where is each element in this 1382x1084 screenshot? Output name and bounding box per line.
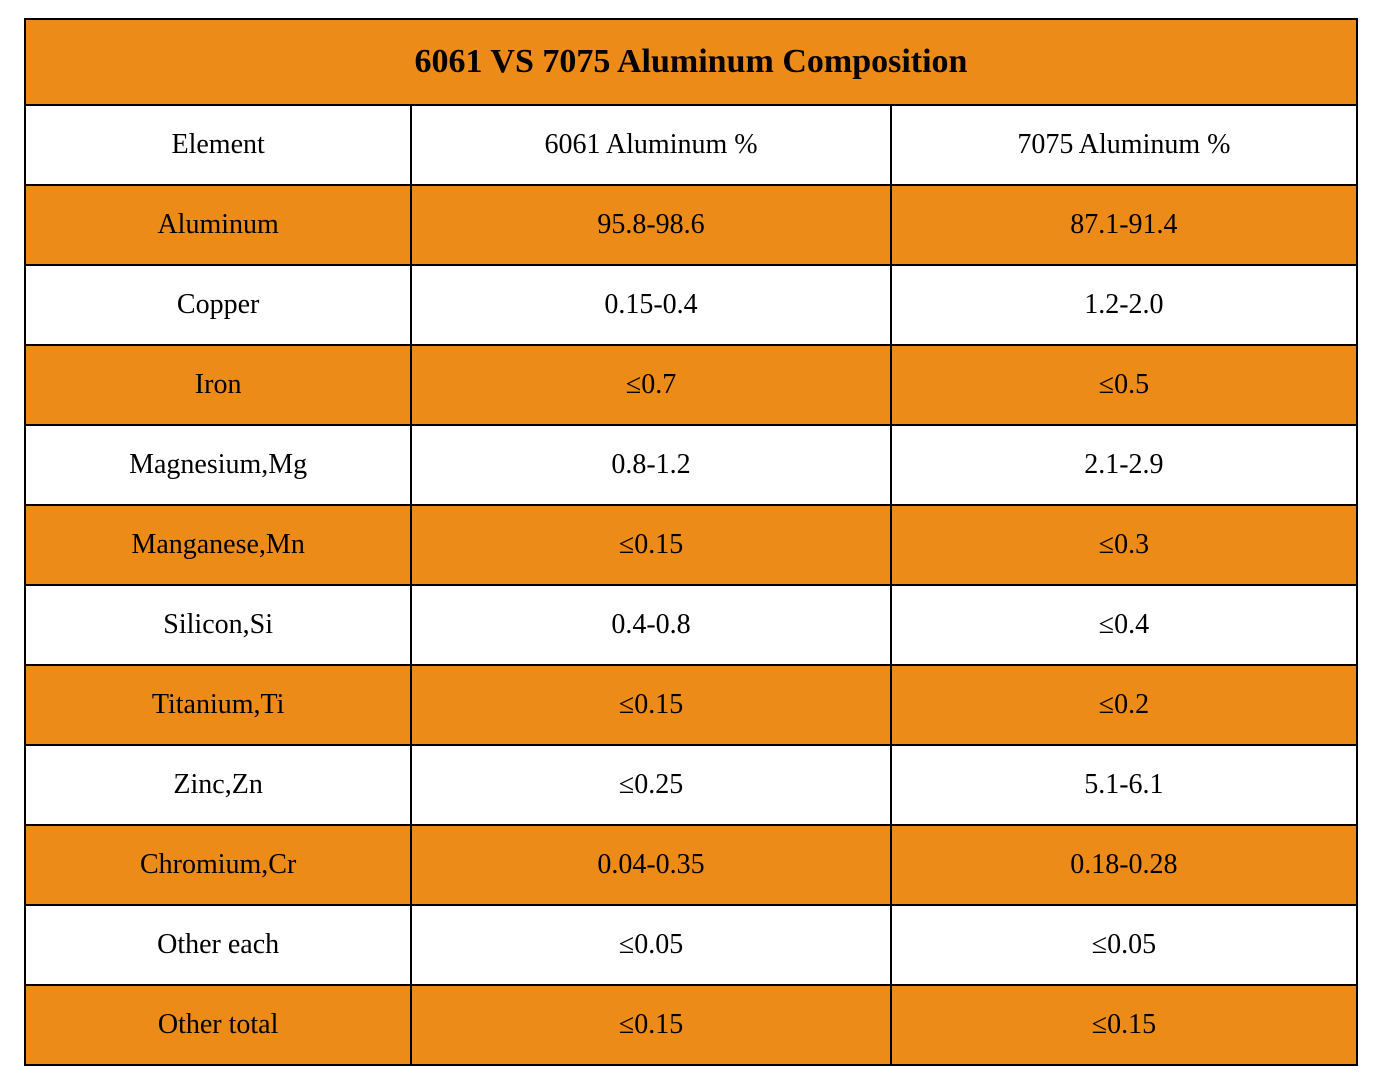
cell-element: Other each xyxy=(25,905,411,985)
cell-element: Chromium,Cr xyxy=(25,825,411,905)
cell-element: Magnesium,Mg xyxy=(25,425,411,505)
table-row: Magnesium,Mg 0.8-1.2 2.1-2.9 xyxy=(25,425,1357,505)
table-row: Iron ≤0.7 ≤0.5 xyxy=(25,345,1357,425)
table-row: Chromium,Cr 0.04-0.35 0.18-0.28 xyxy=(25,825,1357,905)
cell-element: Aluminum xyxy=(25,185,411,265)
cell-7075: ≤0.2 xyxy=(891,665,1357,745)
cell-7075: 0.18-0.28 xyxy=(891,825,1357,905)
cell-7075: ≤0.3 xyxy=(891,505,1357,585)
table-row: Titanium,Ti ≤0.15 ≤0.2 xyxy=(25,665,1357,745)
cell-6061: 0.4-0.8 xyxy=(411,585,891,665)
cell-7075: 1.2-2.0 xyxy=(891,265,1357,345)
cell-6061: 0.15-0.4 xyxy=(411,265,891,345)
cell-6061: 95.8-98.6 xyxy=(411,185,891,265)
cell-6061: ≤0.15 xyxy=(411,505,891,585)
table-row: Aluminum 95.8-98.6 87.1-91.4 xyxy=(25,185,1357,265)
table-wrapper: 6061 VS 7075 Aluminum Composition Elemen… xyxy=(0,0,1382,1084)
cell-6061: ≤0.7 xyxy=(411,345,891,425)
col-header-6061: 6061 Aluminum % xyxy=(411,105,891,185)
cell-element: Manganese,Mn xyxy=(25,505,411,585)
cell-7075: 87.1-91.4 xyxy=(891,185,1357,265)
table-row: Manganese,Mn ≤0.15 ≤0.3 xyxy=(25,505,1357,585)
table-row: Other each ≤0.05 ≤0.05 xyxy=(25,905,1357,985)
col-header-7075: 7075 Aluminum % xyxy=(891,105,1357,185)
cell-element: Titanium,Ti xyxy=(25,665,411,745)
cell-element: Iron xyxy=(25,345,411,425)
table-row: Silicon,Si 0.4-0.8 ≤0.4 xyxy=(25,585,1357,665)
col-header-element: Element xyxy=(25,105,411,185)
cell-6061: ≤0.15 xyxy=(411,985,891,1065)
table-row: Other total ≤0.15 ≤0.15 xyxy=(25,985,1357,1065)
table-row: Copper 0.15-0.4 1.2-2.0 xyxy=(25,265,1357,345)
table-title: 6061 VS 7075 Aluminum Composition xyxy=(25,19,1357,105)
table-header-row: Element 6061 Aluminum % 7075 Aluminum % xyxy=(25,105,1357,185)
cell-6061: 0.8-1.2 xyxy=(411,425,891,505)
cell-6061: 0.04-0.35 xyxy=(411,825,891,905)
composition-table: 6061 VS 7075 Aluminum Composition Elemen… xyxy=(24,18,1358,1066)
cell-7075: 5.1-6.1 xyxy=(891,745,1357,825)
cell-6061: ≤0.15 xyxy=(411,665,891,745)
cell-7075: ≤0.5 xyxy=(891,345,1357,425)
cell-6061: ≤0.05 xyxy=(411,905,891,985)
table-row: Zinc,Zn ≤0.25 5.1-6.1 xyxy=(25,745,1357,825)
cell-6061: ≤0.25 xyxy=(411,745,891,825)
cell-7075: ≤0.15 xyxy=(891,985,1357,1065)
cell-element: Silicon,Si xyxy=(25,585,411,665)
cell-7075: 2.1-2.9 xyxy=(891,425,1357,505)
cell-element: Copper xyxy=(25,265,411,345)
cell-element: Other total xyxy=(25,985,411,1065)
cell-7075: ≤0.4 xyxy=(891,585,1357,665)
cell-7075: ≤0.05 xyxy=(891,905,1357,985)
cell-element: Zinc,Zn xyxy=(25,745,411,825)
